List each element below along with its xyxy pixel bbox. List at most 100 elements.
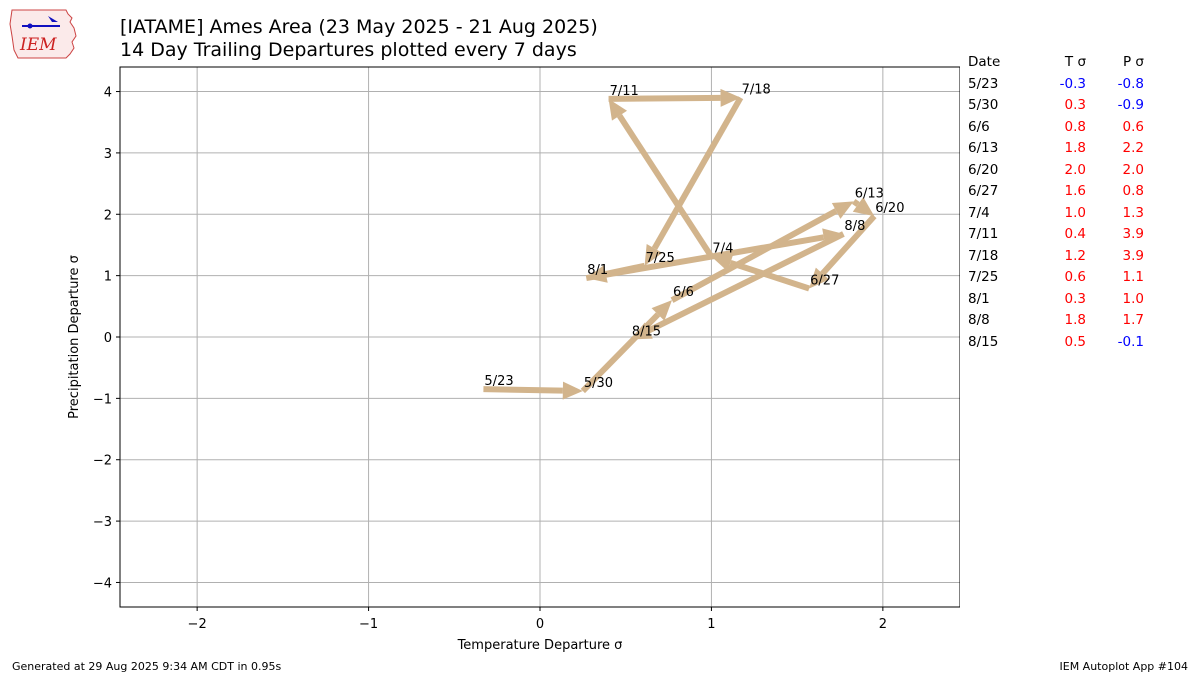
point-label: 8/15 [632, 324, 661, 339]
row-date: 6/13 [968, 140, 999, 156]
arrow-path [483, 88, 877, 400]
point-label: 6/20 [875, 201, 904, 216]
arrow-head [644, 243, 663, 266]
table-row: 8/15 0.5 -0.1 [968, 334, 1148, 356]
departure-table: Date T σ P σ 5/23 -0.3 -0.8 5/30 0.3 -0.9 6/6 0.8 0… [968, 54, 1148, 355]
row-date: 8/1 [968, 290, 990, 307]
arrow-shaft [651, 96, 744, 250]
table-row: 7/11 0.4 3.9 [968, 226, 1148, 248]
arrow-head [651, 300, 672, 321]
row-precip-departure: 2.0 [1122, 161, 1144, 178]
arrow-segment [608, 88, 741, 107]
table-row: 5/23 -0.3 -0.8 [968, 76, 1148, 98]
arrow-head [562, 381, 583, 400]
y-tick-label: 3 [104, 147, 112, 162]
logo-text: IEM [19, 35, 57, 55]
point-label: 7/18 [742, 83, 771, 98]
row-temp-departure: 2.0 [1064, 161, 1086, 178]
row-precip-departure: 3.9 [1122, 226, 1144, 242]
point-label: 7/4 [712, 242, 733, 257]
arrow-shaft [483, 386, 563, 394]
arrow-shaft [851, 198, 860, 207]
row-precip-departure: 0.8 [1122, 183, 1144, 199]
point-label: 5/30 [584, 376, 613, 391]
arrow-shaft [729, 259, 811, 292]
x-axis-title: Temperature Departure σ [457, 638, 623, 653]
row-date: 8/15 [968, 333, 999, 350]
y-tick-label: −1 [93, 392, 112, 407]
table-row: 6/27 1.6 0.8 [968, 183, 1148, 205]
arrow-shaft [608, 94, 721, 102]
row-precip-departure: 0.6 [1122, 118, 1144, 135]
point-label: 8/8 [844, 219, 865, 234]
departure-chart: −2 −1 0 1 2 −4 −3 −2 −1 0 1 2 3 4 5/23 5/30 6/6 6/136/20… [67, 66, 960, 653]
point-label: 6/27 [810, 274, 839, 289]
row-precip-departure: -0.1 [1117, 333, 1144, 350]
arrow-head [852, 197, 875, 217]
point-label: 7/25 [646, 251, 675, 266]
x-tick-label: 2 [879, 617, 887, 632]
y-tick-label: 4 [104, 86, 112, 101]
row-temp-departure: 1.6 [1064, 183, 1086, 199]
generated-note: Generated at 29 Aug 2025 9:34 AM CDT in … [12, 660, 282, 673]
row-temp-departure: 0.3 [1064, 290, 1086, 307]
app-note: IEM Autoplot App #104 [1059, 660, 1189, 673]
table-row: 6/13 1.8 2.2 [968, 140, 1148, 162]
row-date: 6/27 [968, 183, 999, 199]
table-row: 6/20 2.0 2.0 [968, 162, 1148, 184]
row-date: 7/18 [968, 247, 999, 264]
table-header-cell: P σ [1123, 54, 1144, 70]
arrow-head [831, 201, 854, 219]
table-header: Date T σ P σ [968, 54, 1148, 76]
row-temp-departure: 0.6 [1064, 269, 1086, 285]
arrow-shaft [585, 234, 825, 282]
x-tick-label: −1 [359, 617, 378, 632]
row-temp-departure: 0.8 [1064, 118, 1086, 135]
arrow-segment [644, 96, 744, 266]
table-row: 8/8 1.8 1.7 [968, 312, 1148, 334]
point-label: 7/11 [610, 84, 639, 99]
row-temp-departure: 0.3 [1064, 97, 1086, 113]
row-temp-departure: 1.0 [1064, 204, 1086, 221]
x-tick-label: 1 [707, 617, 715, 632]
row-date: 6/6 [968, 118, 990, 135]
row-temp-departure: 1.8 [1064, 140, 1086, 156]
arrow-shaft [647, 231, 845, 334]
arrow-shaft [616, 114, 714, 259]
logo-wind-icon [48, 16, 58, 22]
row-precip-departure: 1.7 [1122, 312, 1144, 328]
row-temp-departure: -0.3 [1059, 75, 1086, 92]
row-temp-departure: 0.5 [1064, 333, 1086, 350]
point-label: 6/13 [855, 186, 884, 201]
table-row: 7/4 1.0 1.3 [968, 205, 1148, 227]
arrow-head [608, 98, 628, 121]
row-date: 7/4 [968, 204, 990, 221]
row-date: 6/20 [968, 161, 999, 178]
table-row: 7/18 1.2 3.9 [968, 248, 1148, 270]
row-date: 5/23 [968, 75, 999, 92]
row-precip-departure: 1.0 [1122, 290, 1144, 307]
y-tick-label: 1 [104, 270, 112, 285]
row-precip-departure: -0.9 [1117, 97, 1144, 113]
grid [120, 67, 960, 607]
row-precip-departure: -0.8 [1117, 75, 1144, 92]
chart-subtitle: 14 Day Trailing Departures plotted every… [120, 39, 577, 61]
row-date: 8/8 [968, 312, 990, 328]
arrow-segment [608, 98, 714, 259]
iowa-state-outline [9, 9, 77, 59]
y-axis-title: Precipitation Departure σ [67, 255, 82, 419]
table-header-cell: T σ [1064, 54, 1086, 70]
row-date: 7/11 [968, 226, 999, 242]
point-label: 6/6 [673, 285, 694, 300]
arrow-segment [851, 197, 875, 217]
y-tick-label: 2 [104, 208, 112, 223]
arrow-segment [483, 381, 583, 400]
row-temp-departure: 1.8 [1064, 312, 1086, 328]
logo-dot [27, 23, 33, 29]
x-tick-label: −2 [188, 617, 207, 632]
arrow-head [720, 88, 741, 107]
y-tick-label: −3 [93, 515, 112, 530]
row-date: 7/25 [968, 269, 999, 285]
y-tick-label: 0 [104, 331, 112, 346]
arrow-segment [630, 231, 845, 340]
